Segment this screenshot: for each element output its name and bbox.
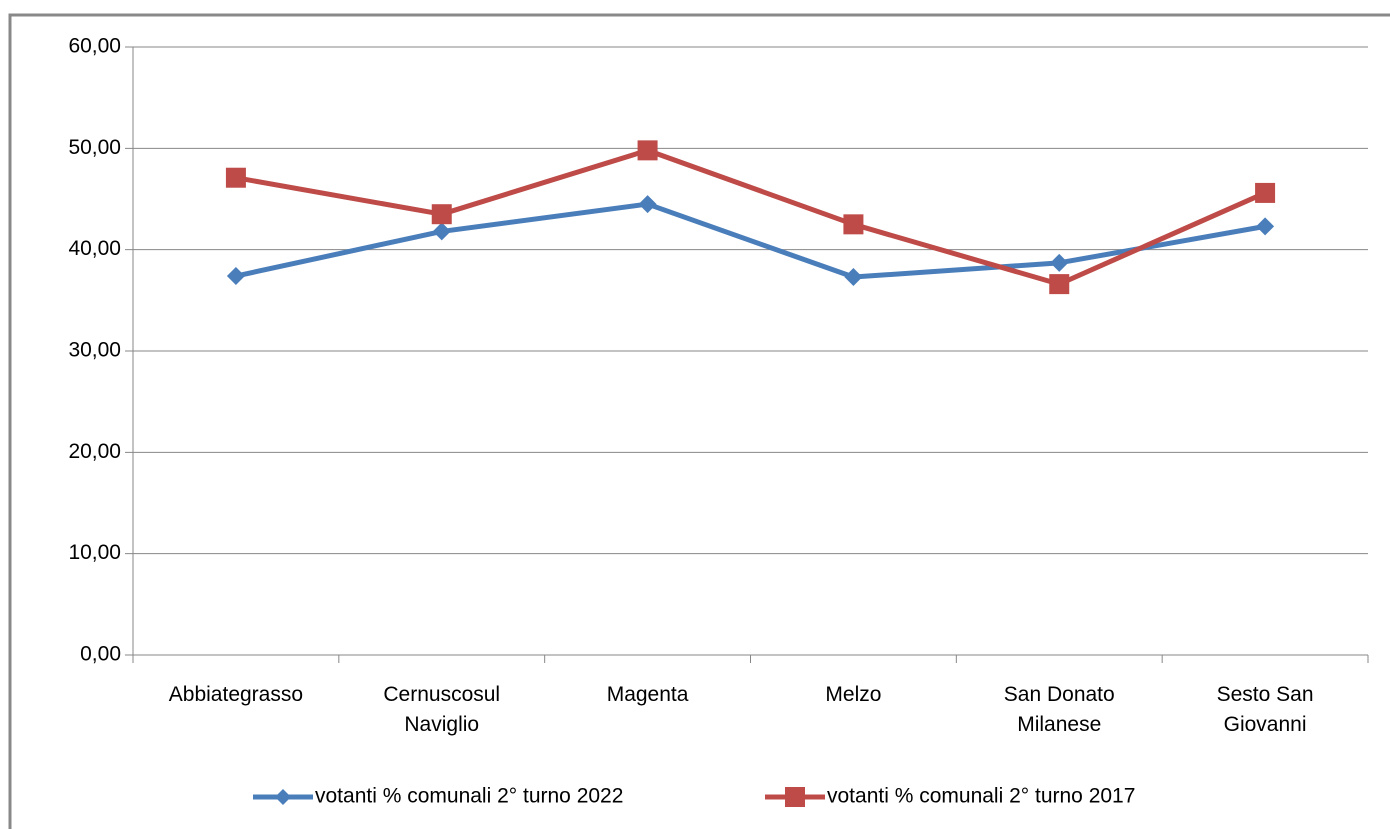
y-tick-label: 60,00 xyxy=(68,35,121,58)
marker xyxy=(431,204,452,225)
marker xyxy=(432,222,451,241)
marker xyxy=(843,214,864,235)
x-tick-label: Abbiategrasso xyxy=(169,683,303,706)
y-tick-label: 40,00 xyxy=(68,237,121,260)
marker xyxy=(1255,182,1276,203)
chart-frame xyxy=(8,13,1390,829)
legend-label: votanti % comunali 2° turno 2022 xyxy=(315,785,623,808)
series-line xyxy=(235,147,1267,287)
x-tick-label: Cernuscosul Naviglio xyxy=(383,683,500,736)
y-tick-label: 10,00 xyxy=(68,541,121,564)
marker xyxy=(637,140,658,161)
x-tick-label: Sesto San Giovanni xyxy=(1217,683,1314,736)
x-tick-label: San Donato Milanese xyxy=(1004,683,1115,736)
marker xyxy=(226,267,245,286)
y-tick-label: 30,00 xyxy=(68,339,121,362)
marker xyxy=(1256,217,1275,236)
marker xyxy=(1050,253,1069,272)
series-line xyxy=(235,201,1266,280)
marker xyxy=(225,167,246,188)
marker xyxy=(1049,274,1070,295)
legend-marker xyxy=(275,789,291,805)
y-tick-label: 0,00 xyxy=(80,643,121,666)
y-tick-label: 50,00 xyxy=(68,136,121,159)
legend-label: votanti % comunali 2° turno 2017 xyxy=(827,785,1135,808)
x-tick-label: Melzo xyxy=(825,683,881,706)
x-tick-label: Magenta xyxy=(607,683,689,706)
marker xyxy=(638,195,657,214)
marker xyxy=(844,268,863,287)
legend-marker xyxy=(785,787,805,807)
y-tick-label: 20,00 xyxy=(68,440,121,463)
